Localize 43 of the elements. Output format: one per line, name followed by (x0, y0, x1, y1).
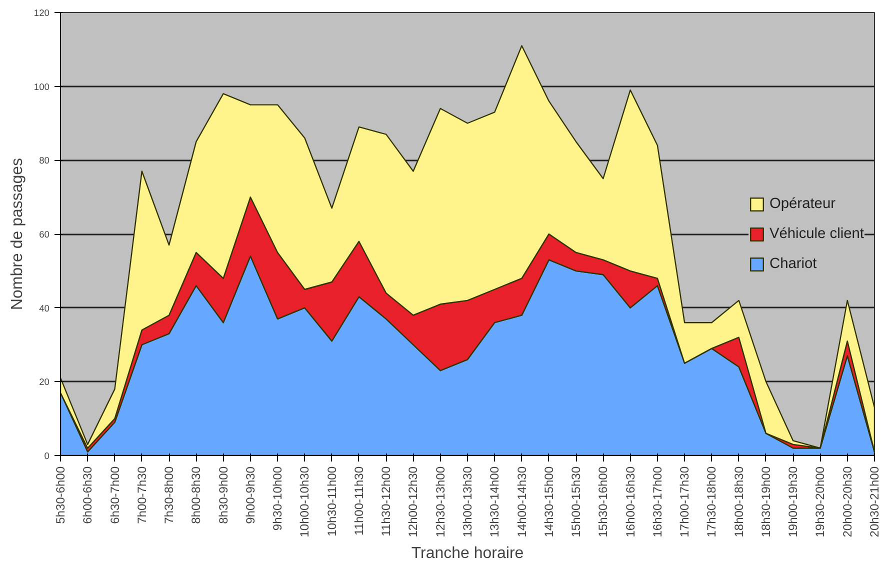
x-tick-label: 19h30-20h00 (813, 466, 828, 538)
x-tick-label: 20h30-21h00 (868, 466, 882, 538)
x-tick-label: 14h30-15h00 (542, 466, 556, 538)
x-tick-label: 9h00-9h30 (243, 466, 258, 524)
x-tick-label: 13h00-13h30 (460, 466, 474, 538)
x-tick-label: 16h00-16h30 (623, 466, 638, 538)
x-tick-label: 18h30-19h00 (758, 466, 773, 538)
x-tick-label: 7h30-8h00 (162, 466, 176, 524)
x-tick-label: 13h30-14h00 (488, 466, 502, 538)
x-tick-label: 17h00-17h30 (678, 466, 692, 538)
y-tick-label: 120 (34, 8, 50, 18)
x-axis-title: Tranche horaire (411, 545, 524, 562)
y-tick-label: 80 (39, 156, 50, 166)
x-tick-label: 9h30-10h00 (270, 466, 285, 531)
x-tick-label: 8h00-8h30 (189, 466, 204, 524)
x-tick-label: 6h00-6h30 (80, 466, 95, 524)
x-tick-label: 15h30-16h00 (596, 466, 610, 538)
y-tick-label: 0 (44, 451, 50, 461)
y-tick-label: 20 (39, 377, 50, 388)
x-tick-label: 20h00-20h30 (840, 466, 854, 538)
legend-label: Opérateur (769, 196, 836, 212)
x-tick-label: 17h30-18h00 (704, 466, 719, 538)
x-tick-label: 14h00-14h30 (514, 466, 529, 538)
x-tick-label: 7h00-7h30 (134, 466, 149, 524)
x-tick-label: 15h00-15h30 (569, 466, 584, 538)
x-tick-label: 8h30-9h00 (216, 466, 230, 524)
y-tick-label: 40 (39, 303, 50, 314)
x-tick-label: 5h30-6h00 (54, 466, 68, 524)
legend-label: Véhicule client (769, 226, 864, 242)
x-tick-label: 10h00-10h30 (298, 466, 312, 538)
x-tick-label: 11h30-12h00 (379, 466, 394, 536)
x-tick-label: 12h30-13h00 (433, 466, 448, 538)
y-axis-title: Nombre de passages (8, 158, 26, 310)
legend-label: Chariot (769, 256, 817, 272)
y-tick-label: 60 (39, 230, 50, 240)
x-tick-label: 18h00-18h30 (732, 466, 746, 538)
x-tick-label: 10h30-11h00 (324, 466, 339, 536)
y-tick-label: 100 (34, 82, 50, 92)
x-tick-label: 19h00-19h30 (786, 466, 800, 538)
x-tick-label: 6h30-7h00 (108, 466, 122, 524)
x-tick-label: 11h00-11h30 (352, 466, 366, 536)
x-tick-label: 12h00-12h30 (406, 466, 420, 538)
x-tick-label: 16h30-17h00 (650, 466, 664, 538)
